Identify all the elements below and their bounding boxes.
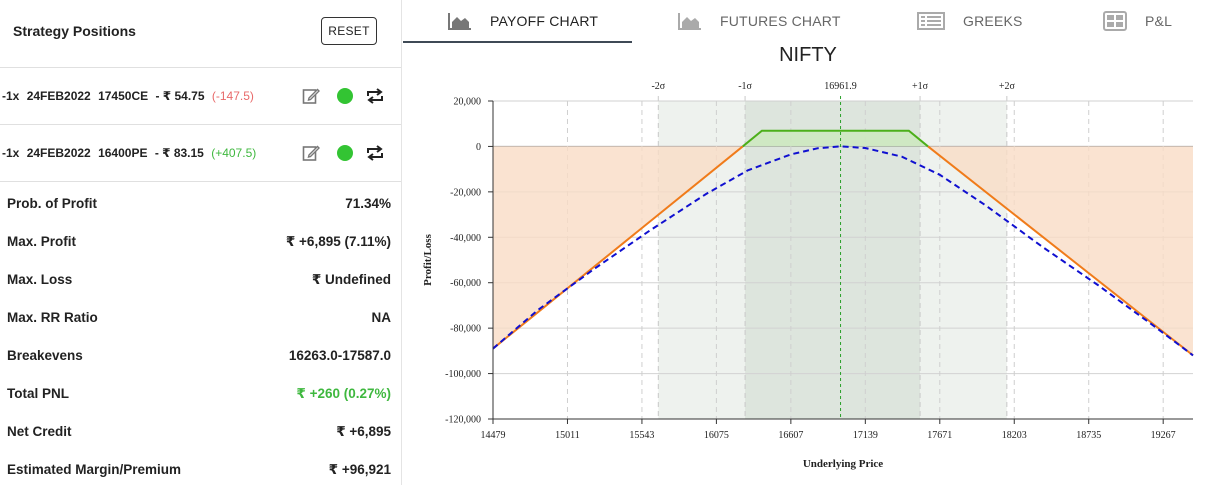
sigma-band-1 — [745, 101, 921, 419]
position-price: - ₹ 54.75 — [155, 89, 205, 103]
sigma-label: -1σ — [738, 81, 752, 92]
payoff-chart-svg: 20,000 0 -20,000 -40,000 -60,000 -80,000 -100,… — [422, 81, 1194, 470]
panel-header: Strategy Positions RESET — [0, 0, 401, 68]
active-status-dot[interactable] — [337, 88, 353, 104]
x-tick-label: 18735 — [1076, 430, 1101, 441]
position-details: -1x 24FEB2022 17450CE - ₹ 54.75 (-147.5) — [2, 89, 258, 103]
metric-label: Max. Loss — [7, 272, 73, 287]
metric-max-profit: Max. Profit ₹ +6,895 (7.11%) — [0, 221, 401, 259]
x-tick-label: 17139 — [853, 430, 878, 441]
y-tick-label: -20,000 — [450, 187, 481, 198]
y-tick-label: 0 — [476, 142, 481, 153]
y-tick-label: -40,000 — [450, 233, 481, 244]
x-tick-label: 15011 — [555, 430, 580, 441]
metric-label: Breakevens — [7, 348, 83, 363]
metric-prob-of-profit: Prob. of Profit 71.34% — [0, 183, 401, 221]
position-strike: 17450CE — [98, 89, 149, 103]
metric-label: Max. RR Ratio — [7, 310, 98, 325]
metric-net-credit: Net Credit ₹ +6,895 — [0, 411, 401, 449]
metric-label: Max. Profit — [7, 234, 77, 249]
tab-pnl[interactable]: P&L — [1103, 0, 1172, 42]
position-expiry: 24FEB2022 — [26, 146, 91, 160]
y-tick-label: -120,000 — [445, 415, 481, 426]
metric-value: ₹ +6,895 — [336, 424, 391, 439]
metric-estimated-margin: Estimated Margin/Premium ₹ +96,921 — [0, 449, 401, 485]
tab-label: GREEKS — [963, 13, 1023, 29]
position-qty: -1x — [2, 146, 20, 160]
payoff-chart: NIFTY 20,000 0 -20,000 -40,000 -60,000 -80,00… — [403, 44, 1222, 485]
strategy-metrics: Prob. of Profit 71.34% Max. Profit ₹ +6,… — [0, 183, 401, 485]
profit-area — [742, 130, 929, 147]
y-tick-label: 20,000 — [454, 97, 482, 108]
x-axis-title: Underlying Price — [803, 458, 883, 470]
spot-label: 16961.9 — [824, 81, 857, 92]
metric-value: 71.34% — [345, 196, 391, 211]
active-status-dot[interactable] — [337, 145, 353, 161]
position-price: - ₹ 83.15 — [154, 146, 204, 160]
chart-title: NIFTY — [779, 44, 837, 66]
metric-label: Total PNL — [7, 386, 69, 401]
active-tab-indicator — [403, 41, 632, 43]
y-tick-label: -60,000 — [450, 278, 481, 289]
metric-value: ₹ +6,895 (7.11%) — [285, 234, 391, 249]
metric-breakevens: Breakevens 16263.0-17587.0 — [0, 335, 401, 373]
metric-value: NA — [371, 310, 392, 325]
chart-tabs: PAYOFF CHART FUTURES CHART GREEKS — [403, 0, 1222, 44]
edit-icon[interactable] — [302, 144, 320, 162]
area-chart-icon — [448, 13, 471, 30]
metric-value: ₹ +260 (0.27%) — [296, 386, 391, 401]
metric-label: Estimated Margin/Premium — [7, 462, 182, 477]
position-row: -1x 24FEB2022 17450CE - ₹ 54.75 (-147.5) — [0, 68, 401, 125]
expiry-loss-line — [492, 145, 744, 350]
metric-label: Net Credit — [7, 424, 72, 439]
x-tick-label: 17671 — [927, 430, 952, 441]
swap-icon[interactable] — [365, 144, 385, 162]
x-tick-label: 15543 — [629, 430, 654, 441]
position-row: -1x 24FEB2022 16400PE - ₹ 83.15 (+407.5) — [0, 125, 401, 182]
list-icon — [917, 12, 945, 30]
metric-max-loss: Max. Loss ₹ Undefined — [0, 259, 401, 297]
edit-icon[interactable] — [302, 87, 320, 105]
swap-icon[interactable] — [365, 87, 385, 105]
y-axis-title: Profit/Loss — [422, 233, 434, 285]
x-tick-label: 16607 — [778, 430, 803, 441]
sigma-label: +2σ — [999, 81, 1016, 92]
x-tick-label: 16075 — [704, 430, 729, 441]
tab-futures-chart[interactable]: FUTURES CHART — [678, 0, 841, 42]
metric-value: ₹ +96,921 — [328, 462, 391, 477]
metric-label: Prob. of Profit — [7, 196, 97, 211]
y-tick-label: -80,000 — [450, 324, 481, 335]
expiry-profit-line — [742, 129, 929, 148]
metric-max-rr-ratio: Max. RR Ratio NA — [0, 297, 401, 335]
loss-area-left — [493, 146, 743, 349]
position-qty: -1x — [2, 89, 20, 103]
reset-button[interactable]: RESET — [321, 17, 377, 45]
sigma-label: +1σ — [912, 81, 929, 92]
position-pnl: (-147.5) — [211, 89, 254, 103]
position-expiry: 24FEB2022 — [26, 89, 91, 103]
position-details: -1x 24FEB2022 16400PE - ₹ 83.15 (+407.5) — [2, 146, 260, 160]
tab-label: FUTURES CHART — [720, 13, 841, 29]
x-tick-label: 19267 — [1151, 430, 1176, 441]
expiry-loss-line — [927, 145, 1194, 357]
x-tick-label: 14479 — [481, 430, 506, 441]
position-pnl: (+407.5) — [211, 146, 257, 160]
y-tick-label: -100,000 — [445, 369, 481, 380]
area-chart-icon — [678, 13, 701, 30]
tab-greeks[interactable]: GREEKS — [917, 0, 1023, 42]
grid-icon — [1103, 11, 1127, 31]
metric-total-pnl: Total PNL ₹ +260 (0.27%) — [0, 373, 401, 411]
chart-panel: PAYOFF CHART FUTURES CHART GREEKS — [403, 0, 1222, 485]
t0-payoff-line — [492, 145, 1194, 357]
tab-label: P&L — [1145, 13, 1173, 29]
position-strike: 16400PE — [98, 146, 148, 160]
x-tick-label: 18203 — [1002, 430, 1027, 441]
tab-payoff-chart[interactable]: PAYOFF CHART — [448, 0, 598, 42]
sigma-label: -2σ — [651, 81, 665, 92]
tab-label: PAYOFF CHART — [490, 13, 599, 29]
strategy-positions-panel: Strategy Positions RESET -1x 24FEB2022 1… — [0, 0, 402, 485]
metric-value: 16263.0-17587.0 — [288, 348, 391, 363]
metric-value: ₹ Undefined — [311, 272, 391, 287]
panel-title: Strategy Positions — [13, 23, 136, 39]
